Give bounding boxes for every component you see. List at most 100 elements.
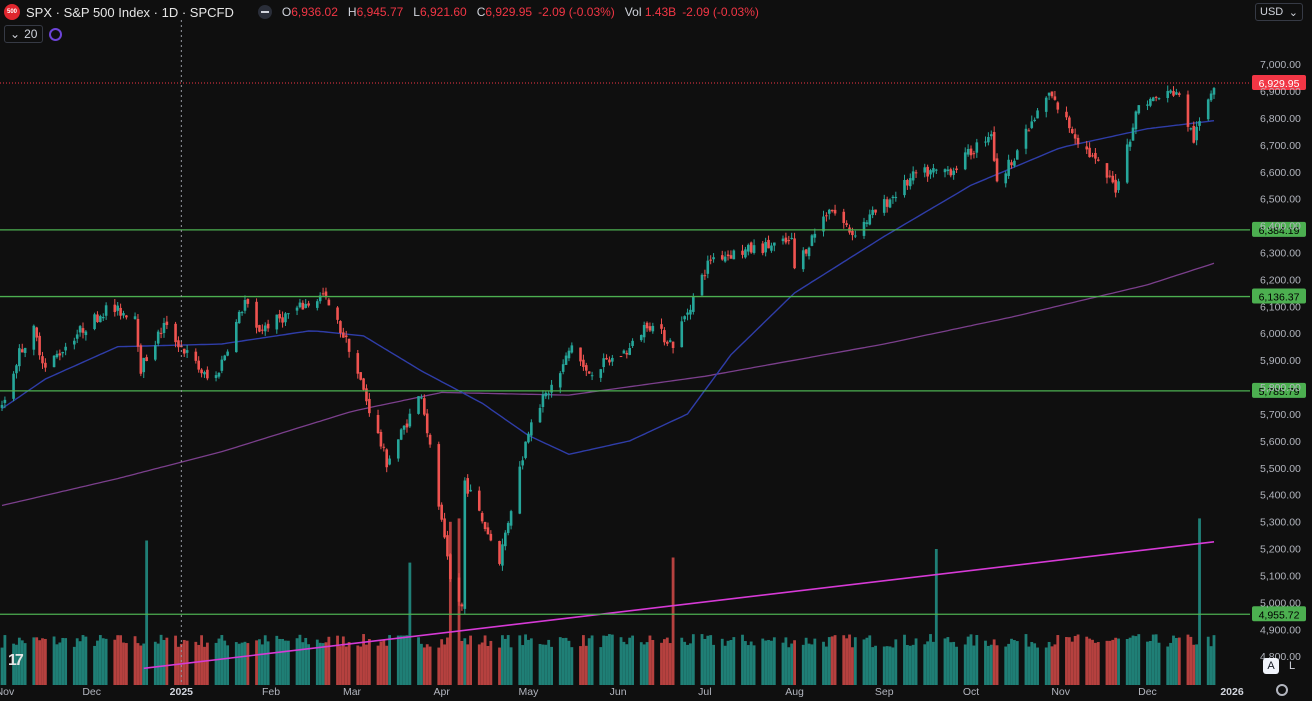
volume-bar [203,646,206,685]
time-tick-label: 2025 [170,686,194,698]
candle-body [32,325,36,350]
volume-bar [336,635,339,685]
candle-body [278,314,281,319]
volume-bar [301,642,305,685]
indicator-toggle[interactable]: ⌄ 20 [4,25,44,43]
price-tick-label: 6,800.00 [1260,113,1301,125]
volume-bar [651,640,655,685]
candle-body [749,242,753,253]
volume-bar [382,639,386,685]
volume-bar [1047,641,1051,685]
volume-bar [926,641,930,685]
candle-body [906,180,909,186]
volume-bar [691,634,695,685]
volume-bar [550,646,553,685]
time-tick-label: Apr [434,686,451,698]
candle-body [804,249,808,254]
candle-body [376,414,380,434]
candle-body [101,316,105,319]
volume-bar [848,634,851,685]
candle-body [73,340,76,345]
volume-bar [52,636,56,685]
volume-bar [1065,637,1068,685]
candle-body [261,329,264,331]
candle-body [903,179,906,196]
volume-bar [619,637,623,685]
ma50-polyline [1,120,1215,456]
candle-body [1134,111,1138,130]
candle-body [972,153,976,155]
auto-scale-button[interactable]: A [1263,658,1279,674]
candle-body [966,148,970,155]
currency-select[interactable]: USD ⌄ [1255,3,1303,21]
symbol-title[interactable]: SPX · S&P 500 Index · 1D · SPCFD [26,4,234,20]
volume-bar [567,640,571,685]
level-tag [1252,606,1306,622]
volume-bar [124,643,128,685]
hide-legend-icon[interactable] [257,5,272,19]
volume-bar [547,639,551,685]
candle-body [703,275,707,277]
volume-bar [20,640,24,685]
volume-bar [226,645,230,685]
candle-body [220,359,224,371]
volume-bar [726,640,730,685]
ohlc-open: O6,936.02 [281,5,338,19]
volume-bar [258,639,261,685]
candle-body [1004,173,1008,184]
candle-body [1050,91,1054,97]
volume-bar [764,640,768,685]
candle-body [509,511,513,526]
candle-body [544,392,548,397]
candle-body [246,299,250,304]
candle-body [489,533,493,541]
volume-bar [541,644,545,685]
candle-body [579,347,582,362]
volume-bar [356,645,360,685]
candle-body [665,341,669,344]
volume-bar [321,643,325,685]
volume-bar [139,645,143,685]
log-scale-button[interactable]: L [1288,660,1296,672]
candle-body [744,249,747,258]
gear-icon[interactable] [1276,684,1288,696]
volume-bar [871,647,875,685]
indicator-circle-icon[interactable] [49,27,63,41]
volume-bar [888,646,892,685]
chevron-down-icon: ⌄ [1288,6,1298,19]
volume-bar [639,642,643,685]
candle-body [683,316,686,320]
volume-bar [518,635,522,685]
volume-bar [929,634,932,685]
time-tick-label: Nov [1051,686,1070,698]
candle-body [830,209,834,212]
candle-body [420,397,423,399]
candle-body [862,221,866,236]
volume-bar [885,646,889,685]
ma200-polyline [1,262,1215,507]
candle-body [23,347,27,353]
candle-body [1016,150,1019,160]
candle-body [1186,94,1190,127]
candle-body [217,372,221,377]
volume-bar [1166,646,1170,685]
candle-body [428,434,432,445]
volume-bar [689,643,692,685]
candle-body [18,348,21,367]
candle-body [871,209,874,215]
volume-bar [934,549,938,685]
candle-body [561,364,565,372]
volume-bar [278,638,282,685]
candle-body [38,335,41,356]
candle-body [1068,117,1071,129]
candle-body [501,544,504,566]
candle-body [156,331,160,344]
volume-bar [402,635,406,685]
candle-body [64,346,67,351]
candle-body [240,312,244,314]
candle-body [1151,97,1155,102]
volume-bar [359,646,363,685]
candle-body [1114,179,1117,193]
candle-body [686,312,689,315]
